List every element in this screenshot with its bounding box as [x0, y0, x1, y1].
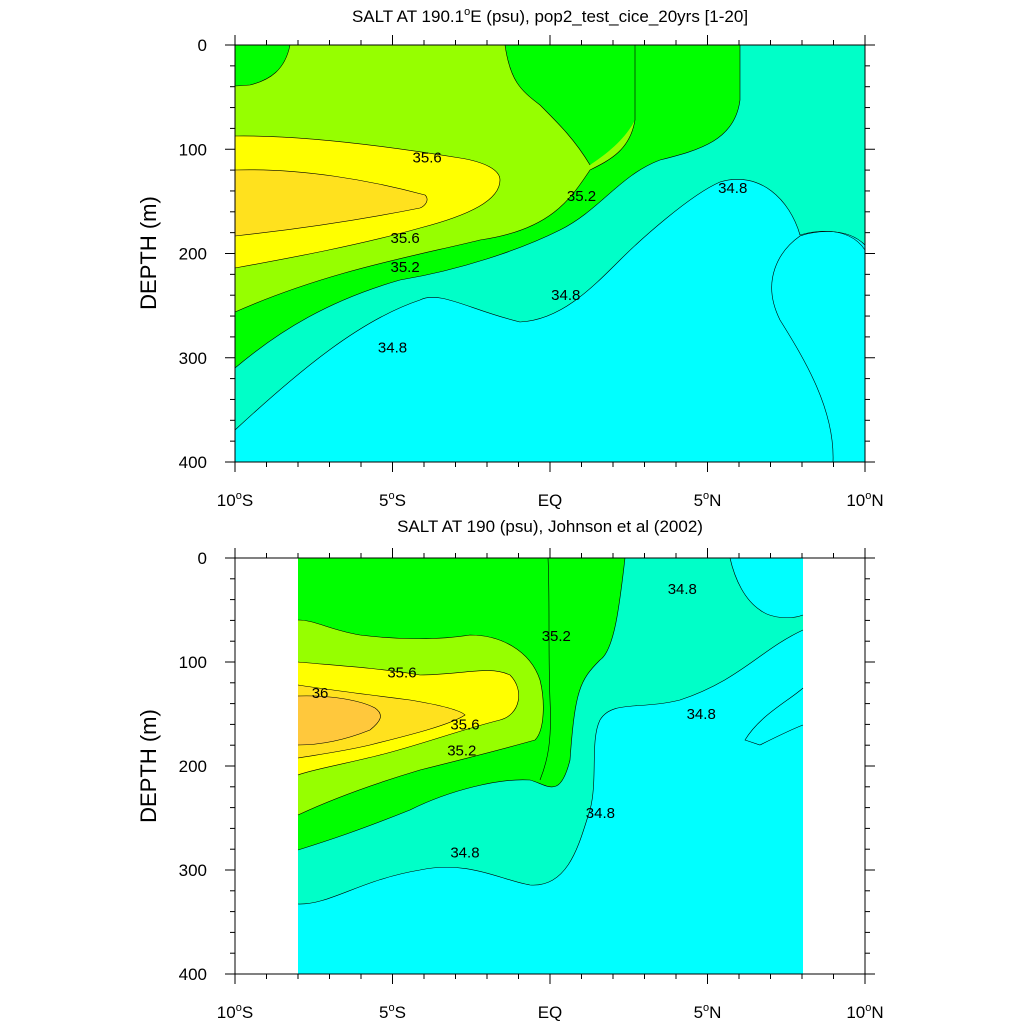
fill-blob-right [771, 231, 865, 462]
contour-label: 34.8 [586, 805, 615, 822]
y-tick-label: 300 [179, 349, 207, 368]
top-panel-title: SALT AT 190.1oE (psu), pop2_test_cice_20… [352, 6, 748, 26]
bottom-contour-lines [297, 557, 804, 905]
fill-patch-right [745, 688, 803, 745]
fill-core [298, 695, 381, 745]
contour-label: 35.6 [390, 230, 419, 247]
contour-label: 34.8 [551, 287, 580, 304]
contour-label: 35.6 [413, 150, 442, 167]
x-tick-label: 5oN [694, 1002, 722, 1022]
contour-label: 35.6 [450, 716, 479, 733]
fill-patch-equator [505, 45, 635, 165]
contour-label: 35.6 [387, 664, 416, 681]
x-tick-label: EQ [538, 491, 563, 510]
bottom-axis-ticks: 0 100 200 300 400 10oS 5oS EQ 5oN 10oN [179, 548, 884, 1022]
y-tick-label: 0 [198, 36, 207, 55]
contour-label: 34.8 [378, 339, 407, 356]
top-axis-ticks: 0 100 200 300 400 10oS 5oS EQ 5oN 10oN [179, 35, 884, 510]
contour-label: 35.2 [567, 188, 596, 205]
bottom-y-axis-label: DEPTH (m) [136, 709, 161, 823]
contour-label: 34.8 [668, 581, 697, 598]
x-tick-label: 5oS [379, 490, 406, 510]
bottom-contour-labels: 36 35.6 35.6 35.2 34.8 35.2 34.8 34.8 34.8 [312, 581, 716, 861]
y-tick-label: 400 [179, 453, 207, 472]
y-tick-label: 400 [179, 965, 207, 984]
contour-label: 34.8 [718, 180, 747, 197]
top-contour-fills [235, 45, 865, 462]
top-contour-labels: 35.6 35.6 35.2 34.8 35.2 34.8 34.8 [378, 150, 747, 357]
y-tick-label: 100 [179, 140, 207, 159]
contour-label: 35.2 [542, 628, 571, 645]
top-contour-lines [234, 44, 866, 463]
y-tick-label: 300 [179, 861, 207, 880]
fill-patch-topleft [235, 45, 290, 86]
fill-patch-topright [730, 558, 803, 618]
x-tick-label: 10oN [846, 1002, 883, 1022]
x-tick-label: 10oS [217, 490, 253, 510]
top-y-axis-label: DEPTH (m) [136, 196, 161, 310]
contour-label: 34.8 [687, 706, 716, 723]
observed-salinity-panel: SALT AT 190 (psu), Johnson et al (2002) [136, 517, 884, 1022]
contour-label: 36 [312, 685, 329, 702]
y-tick-label: 0 [198, 549, 207, 568]
fill-band-low [298, 630, 803, 974]
y-tick-label: 100 [179, 653, 207, 672]
contour-label: 34.8 [450, 844, 479, 861]
bottom-contour-fills [298, 558, 803, 974]
model-salinity-panel: SALT AT 190.1oE (psu), pop2_test_cice_20… [136, 6, 884, 510]
contour-label: 35.2 [447, 742, 476, 759]
x-tick-label: 10oS [217, 1002, 253, 1022]
x-tick-label: 5oN [694, 490, 722, 510]
fill-core [235, 169, 428, 236]
x-tick-label: EQ [538, 1003, 563, 1022]
y-tick-label: 200 [179, 245, 207, 264]
contour-label: 35.2 [390, 259, 419, 276]
x-tick-label: 10oN [846, 490, 883, 510]
y-tick-label: 200 [179, 757, 207, 776]
x-tick-label: 5oS [379, 1002, 406, 1022]
bottom-panel-title: SALT AT 190 (psu), Johnson et al (2002) [397, 517, 703, 536]
